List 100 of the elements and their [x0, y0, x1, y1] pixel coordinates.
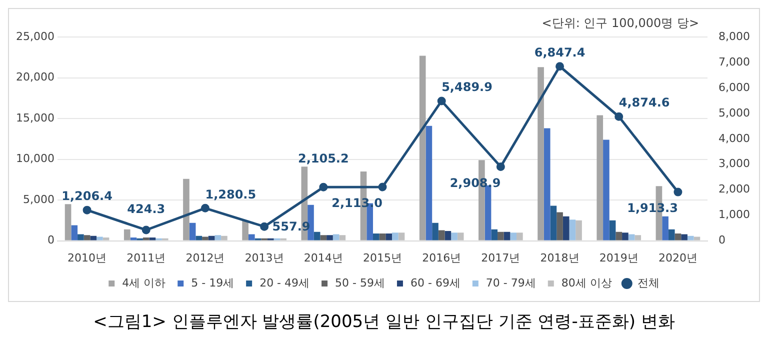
bar	[596, 115, 604, 240]
y-tick-label: 5,000	[22, 192, 54, 206]
bar	[196, 236, 202, 240]
bar	[432, 222, 438, 240]
x-tick-label: 2019년	[599, 251, 638, 264]
x-tick-label: 2011년	[126, 251, 166, 264]
bar	[576, 220, 582, 240]
bar	[451, 232, 458, 240]
bar	[550, 206, 557, 240]
bar	[562, 216, 570, 240]
bar	[538, 67, 544, 240]
y2-tick-label: 4,000	[718, 132, 750, 145]
x-tick-label: 2010년	[68, 251, 107, 264]
point	[674, 188, 682, 196]
x-tick-label: 2013년	[244, 251, 284, 264]
bar	[221, 236, 228, 240]
data-label: 4,874.6	[618, 96, 670, 110]
legend-label: 5 - 19세	[191, 276, 234, 290]
point	[319, 182, 328, 192]
bar	[616, 232, 622, 240]
bar	[516, 232, 523, 240]
bar	[84, 235, 90, 240]
point	[200, 204, 210, 212]
bar	[438, 230, 445, 240]
legend-label: 70 - 79세	[486, 276, 536, 290]
bar	[142, 238, 150, 240]
data-label: 1,206.4	[62, 189, 112, 204]
bar	[326, 235, 333, 240]
bar	[64, 204, 72, 240]
y-tick-label: 15,000	[16, 111, 54, 124]
bar	[681, 234, 688, 240]
bar	[426, 126, 432, 240]
y-tick-label: 20,000	[16, 70, 54, 84]
bar	[339, 235, 346, 240]
bar	[510, 232, 517, 240]
bar	[392, 232, 398, 240]
bar	[373, 233, 380, 240]
point	[614, 112, 624, 121]
bar	[130, 238, 137, 240]
point	[437, 96, 446, 106]
y2-tick-label: 0	[718, 234, 726, 247]
legend-label: 80세 이상	[561, 276, 612, 290]
data-label: 2,908.9	[450, 176, 501, 190]
point	[260, 222, 269, 231]
bar	[603, 140, 610, 240]
y2-tick-label: 1,000	[718, 208, 750, 222]
text: <그림1> 인플루엔자 발생률(2005년 일반 인구집단 기준 연령-표준화) 변화	[92, 311, 676, 333]
bar	[332, 234, 340, 240]
data-label: 424.3	[127, 202, 166, 216]
bar	[314, 232, 320, 240]
bar	[320, 235, 327, 240]
data-label: 5,489.9	[442, 80, 492, 94]
bar	[674, 233, 682, 240]
bar	[242, 220, 248, 240]
bar	[504, 232, 510, 240]
x-tick-label: 2020년	[658, 251, 698, 264]
text: <단위: 인구 100,000명 당>	[542, 15, 699, 32]
y2-tick-label: 7,000	[718, 55, 750, 68]
y-tick-label: 0	[47, 234, 54, 247]
point	[142, 226, 150, 234]
data-label: 1,280.5	[205, 187, 256, 202]
bar	[102, 238, 110, 240]
legend-label: 전체	[637, 276, 660, 290]
bar	[662, 216, 668, 240]
bar	[622, 232, 628, 240]
legend-label: 50 - 59세	[335, 276, 385, 290]
bar	[183, 178, 190, 240]
bar	[694, 236, 700, 240]
bar	[569, 220, 576, 240]
bar	[556, 212, 563, 240]
y-tick-label: 10,000	[16, 152, 54, 166]
x-tick-label: 2014년	[304, 251, 343, 264]
point	[496, 162, 505, 171]
bar	[248, 234, 255, 240]
bar	[202, 236, 208, 240]
legend-label: 20 - 49세	[260, 276, 310, 290]
legend-label: 60 - 69세	[410, 276, 460, 290]
bar	[419, 56, 426, 240]
y2-tick-label: 2,000	[718, 182, 750, 196]
y2-tick-label: 8,000	[718, 30, 750, 43]
point	[556, 62, 564, 71]
bar	[149, 238, 156, 240]
bar	[457, 232, 464, 240]
bar	[208, 236, 215, 240]
bar	[71, 225, 78, 240]
data-label: 2,113.0	[332, 196, 383, 210]
point	[82, 206, 92, 214]
bar	[634, 235, 642, 240]
bar	[386, 233, 392, 240]
y2-tick-label: 5,000	[718, 106, 750, 120]
y2-tick-label: 6,000	[718, 80, 750, 94]
bar	[498, 232, 504, 240]
bar	[379, 233, 386, 240]
x-tick-label: 2012년	[186, 251, 225, 264]
bar	[308, 204, 314, 240]
bar	[444, 231, 452, 240]
bar	[628, 234, 635, 240]
x-tick-label: 2015년	[363, 251, 402, 264]
y2-tick-label: 3,000	[718, 157, 750, 170]
bar	[90, 236, 97, 240]
